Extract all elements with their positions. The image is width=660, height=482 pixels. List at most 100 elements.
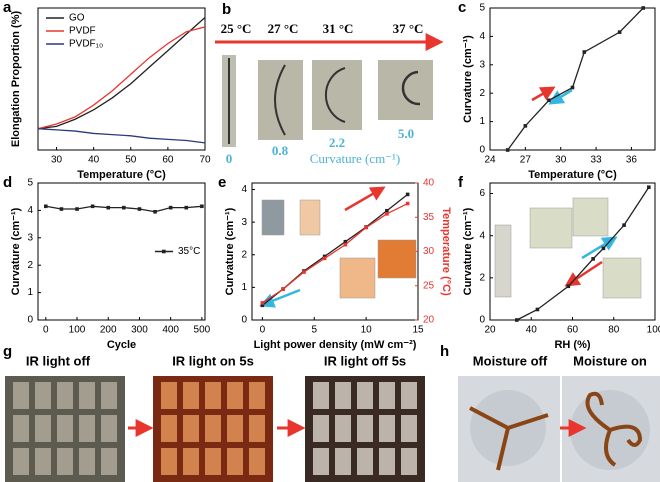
marker xyxy=(168,205,173,210)
y-axis-label: Curvature (cm⁻¹) xyxy=(462,207,474,295)
x-tick-label: 15 xyxy=(412,325,424,336)
marker xyxy=(322,256,327,261)
marker xyxy=(647,185,651,190)
window xyxy=(57,448,73,475)
temp-label: 37 °C xyxy=(393,21,424,36)
window xyxy=(57,382,73,409)
curvature-label: Curvature (cm⁻¹) xyxy=(310,151,401,166)
window xyxy=(249,448,265,475)
window xyxy=(35,448,51,475)
window xyxy=(183,415,199,442)
marker xyxy=(322,254,327,259)
window xyxy=(313,448,329,475)
window xyxy=(401,382,417,409)
temp-label: 27 °C xyxy=(268,21,299,36)
x-tick-label: 40 xyxy=(526,325,538,336)
legend-label: PVDF xyxy=(69,26,96,37)
inset-photo xyxy=(494,224,512,298)
y-tick-label: 0 xyxy=(479,145,485,156)
window xyxy=(79,382,95,409)
y-tick-label: 4 xyxy=(27,205,33,216)
marker xyxy=(505,148,510,152)
curvature-value: 2.2 xyxy=(329,135,345,150)
inset-photo xyxy=(299,199,321,236)
marker xyxy=(90,204,95,209)
window xyxy=(101,382,117,409)
marker xyxy=(343,239,348,244)
plot-frame xyxy=(37,182,206,321)
inset-photo xyxy=(261,199,285,236)
y-tick-label: 0 xyxy=(241,315,247,326)
marker xyxy=(343,242,348,247)
panel-letter: e xyxy=(218,174,226,191)
marker xyxy=(302,270,306,274)
marker xyxy=(364,225,368,230)
window xyxy=(379,415,395,442)
strips xyxy=(469,406,549,471)
arrow xyxy=(344,186,386,212)
marker xyxy=(523,124,528,128)
marker xyxy=(281,287,285,291)
strips xyxy=(585,391,643,467)
window xyxy=(335,448,351,475)
y-axis-label: Curvature (cm⁻¹) xyxy=(462,35,474,123)
window xyxy=(57,415,73,442)
y-tick-label: 6 xyxy=(479,188,485,199)
plot-frame xyxy=(489,7,656,151)
y-tick-label: 3 xyxy=(479,59,485,70)
window xyxy=(357,382,373,409)
window xyxy=(227,415,243,442)
curvature-value: 0.8 xyxy=(272,143,289,158)
window xyxy=(205,382,221,409)
x-tick-label: 40 xyxy=(88,155,100,166)
marker xyxy=(385,208,389,213)
window xyxy=(13,382,29,409)
marker xyxy=(405,201,410,206)
x-tick-label: 100 xyxy=(647,325,660,336)
y-tick-label: 0 xyxy=(27,315,33,326)
x-tick-label: 200 xyxy=(100,325,117,336)
y-tick-label: 1 xyxy=(479,116,485,127)
x-tick-label: 100 xyxy=(69,325,86,336)
panel-b: b 25 °C 27 °C 31 °C 37 °C 0 0.8 2.2 5.0 … xyxy=(215,1,444,166)
y2-tick-label: 30 xyxy=(423,246,435,257)
x-axis-label: Light power density (mW cm⁻²) xyxy=(254,339,417,351)
marker xyxy=(44,204,48,209)
annotations xyxy=(259,86,618,308)
x-tick-label: 30 xyxy=(555,155,567,166)
caption: IR light off xyxy=(26,353,91,368)
x-tick-label: 30 xyxy=(51,155,63,166)
x-tick-label: 24 xyxy=(484,155,496,166)
marker xyxy=(601,246,606,251)
marker xyxy=(515,318,519,322)
arrow xyxy=(531,86,556,102)
x-tick-label: 80 xyxy=(608,325,620,336)
marker xyxy=(122,205,126,210)
window xyxy=(249,382,265,409)
y-tick-label: 2 xyxy=(479,88,485,99)
window xyxy=(79,448,95,475)
window xyxy=(335,382,351,409)
caption: Moisture on xyxy=(573,353,647,368)
series-line xyxy=(262,202,408,304)
arrow xyxy=(548,88,573,105)
y2-tick-label: 35 xyxy=(423,212,435,223)
panel-letter: f xyxy=(458,174,464,191)
window xyxy=(35,382,51,409)
window xyxy=(183,448,199,475)
window xyxy=(79,415,95,442)
marker xyxy=(153,209,157,214)
x-tick-label: 60 xyxy=(567,325,579,336)
y-tick-label: 5 xyxy=(479,3,485,14)
window xyxy=(357,415,373,442)
y-tick-label: 3 xyxy=(27,232,33,243)
window xyxy=(379,448,395,475)
y-tick-label: 3 xyxy=(241,217,247,228)
marker xyxy=(106,205,111,210)
marker xyxy=(260,301,265,305)
series-line xyxy=(507,7,644,151)
window xyxy=(313,415,329,442)
window xyxy=(161,382,177,409)
photo xyxy=(312,60,362,130)
window xyxy=(183,382,199,409)
